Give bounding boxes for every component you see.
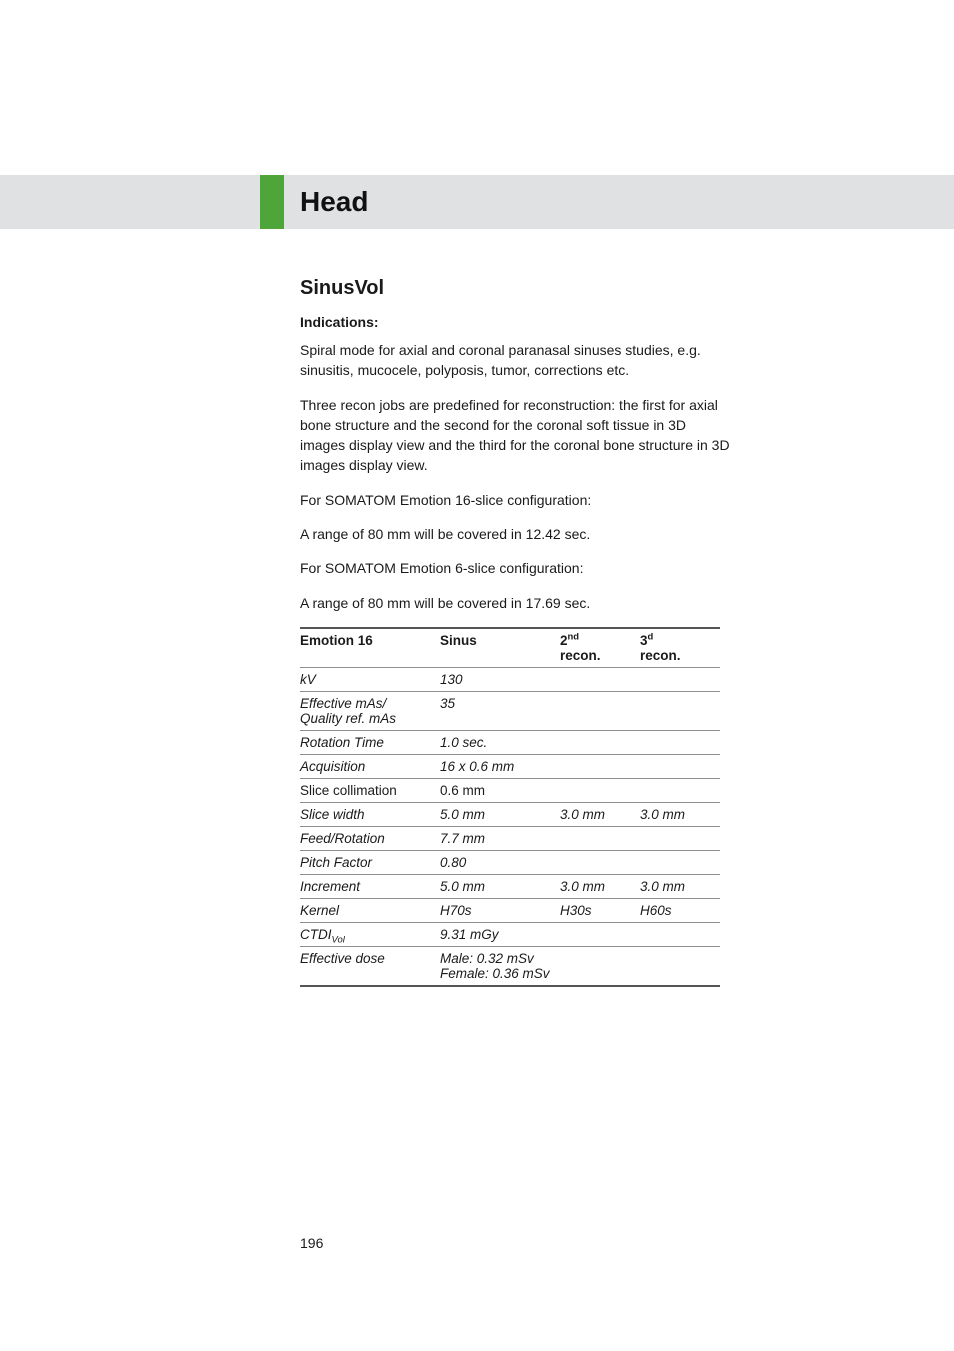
param-label: kV	[300, 667, 440, 691]
label-line2: Quality ref. mAs	[300, 711, 396, 726]
table-header-cell: 3d recon.	[640, 628, 720, 668]
paragraph: For SOMATOM Emotion 16-slice configurati…	[300, 490, 730, 510]
table-row: kV 130	[300, 667, 720, 691]
header-sup: nd	[568, 631, 580, 642]
table-row: Slice width 5.0 mm 3.0 mm 3.0 mm	[300, 802, 720, 826]
param-value	[640, 730, 720, 754]
content-area: SinusVol Indications: Spiral mode for ax…	[300, 229, 730, 987]
header-text: 2	[560, 633, 568, 648]
table-header-row: Emotion 16 Sinus 2nd recon. 3d recon.	[300, 628, 720, 668]
param-value	[560, 850, 640, 874]
table-header-cell: 2nd recon.	[560, 628, 640, 668]
param-value: 16 x 0.6 mm	[440, 754, 560, 778]
param-label: Slice collimation	[300, 778, 440, 802]
param-value	[560, 922, 640, 946]
param-value	[560, 691, 640, 730]
ctdi-label: CTDI	[300, 927, 332, 942]
table-row: Effective mAs/ Quality ref. mAs 35	[300, 691, 720, 730]
param-value: 35	[440, 691, 560, 730]
param-value	[640, 691, 720, 730]
param-label: Kernel	[300, 898, 440, 922]
param-value	[560, 778, 640, 802]
param-value	[560, 826, 640, 850]
param-value	[640, 922, 720, 946]
header-sub: recon.	[640, 648, 681, 663]
section-title: SinusVol	[300, 277, 730, 300]
header-sub: recon.	[560, 648, 601, 663]
param-value: H60s	[640, 898, 720, 922]
param-label: CTDIVol	[300, 922, 440, 946]
table-row: Kernel H70s H30s H60s	[300, 898, 720, 922]
param-value	[640, 754, 720, 778]
param-value: 5.0 mm	[440, 802, 560, 826]
dose-female: Female: 0.36 mSv	[440, 966, 550, 981]
param-value	[640, 826, 720, 850]
ctdi-sub: Vol	[332, 935, 345, 946]
param-value: 9.31 mGy	[440, 922, 560, 946]
label-line1: Effective mAs/	[300, 696, 386, 711]
header-sup: d	[648, 631, 654, 642]
param-value	[560, 754, 640, 778]
header-band: Head	[0, 175, 954, 229]
param-value: 3.0 mm	[640, 802, 720, 826]
table-row: Pitch Factor 0.80	[300, 850, 720, 874]
table-row: Effective dose Male: 0.32 mSv Female: 0.…	[300, 946, 720, 986]
param-label: Rotation Time	[300, 730, 440, 754]
param-value	[640, 778, 720, 802]
header-accent	[260, 175, 284, 229]
param-label: Feed/Rotation	[300, 826, 440, 850]
protocol-table: Emotion 16 Sinus 2nd recon. 3d recon. kV…	[300, 627, 720, 987]
param-value	[560, 667, 640, 691]
param-value: H70s	[440, 898, 560, 922]
param-label: Effective dose	[300, 946, 440, 986]
param-value: H30s	[560, 898, 640, 922]
param-label: Slice width	[300, 802, 440, 826]
table-row: Acquisition 16 x 0.6 mm	[300, 754, 720, 778]
param-value: 130	[440, 667, 560, 691]
paragraph: A range of 80 mm will be covered in 12.4…	[300, 524, 730, 544]
param-label: Effective mAs/ Quality ref. mAs	[300, 691, 440, 730]
param-value: 3.0 mm	[560, 874, 640, 898]
param-value: 3.0 mm	[640, 874, 720, 898]
table-header-cell: Emotion 16	[300, 628, 440, 668]
table-row: Feed/Rotation 7.7 mm	[300, 826, 720, 850]
param-value: 5.0 mm	[440, 874, 560, 898]
param-label: Acquisition	[300, 754, 440, 778]
page-header-title: Head	[300, 186, 368, 218]
page-number: 196	[300, 1235, 323, 1251]
param-value	[640, 850, 720, 874]
header-text: 3	[640, 633, 648, 648]
param-value	[640, 667, 720, 691]
param-label: Increment	[300, 874, 440, 898]
param-value: 7.7 mm	[440, 826, 560, 850]
table-row: Increment 5.0 mm 3.0 mm 3.0 mm	[300, 874, 720, 898]
param-value: 0.80	[440, 850, 560, 874]
table-row: Slice collimation 0.6 mm	[300, 778, 720, 802]
param-label: Pitch Factor	[300, 850, 440, 874]
paragraph: Three recon jobs are predefined for reco…	[300, 395, 730, 476]
page: Head SinusVol Indications: Spiral mode f…	[0, 0, 954, 1351]
dose-male: Male: 0.32 mSv	[440, 951, 534, 966]
param-value: Male: 0.32 mSv Female: 0.36 mSv	[440, 946, 720, 986]
table-header-cell: Sinus	[440, 628, 560, 668]
paragraph: Spiral mode for axial and coronal parana…	[300, 340, 730, 381]
table-row: Rotation Time 1.0 sec.	[300, 730, 720, 754]
param-value: 3.0 mm	[560, 802, 640, 826]
paragraph: A range of 80 mm will be covered in 17.6…	[300, 593, 730, 613]
table-row: CTDIVol 9.31 mGy	[300, 922, 720, 946]
indications-label: Indications:	[300, 314, 730, 330]
param-value	[560, 730, 640, 754]
paragraph: For SOMATOM Emotion 6-slice configuratio…	[300, 558, 730, 578]
param-value: 1.0 sec.	[440, 730, 560, 754]
param-value: 0.6 mm	[440, 778, 560, 802]
